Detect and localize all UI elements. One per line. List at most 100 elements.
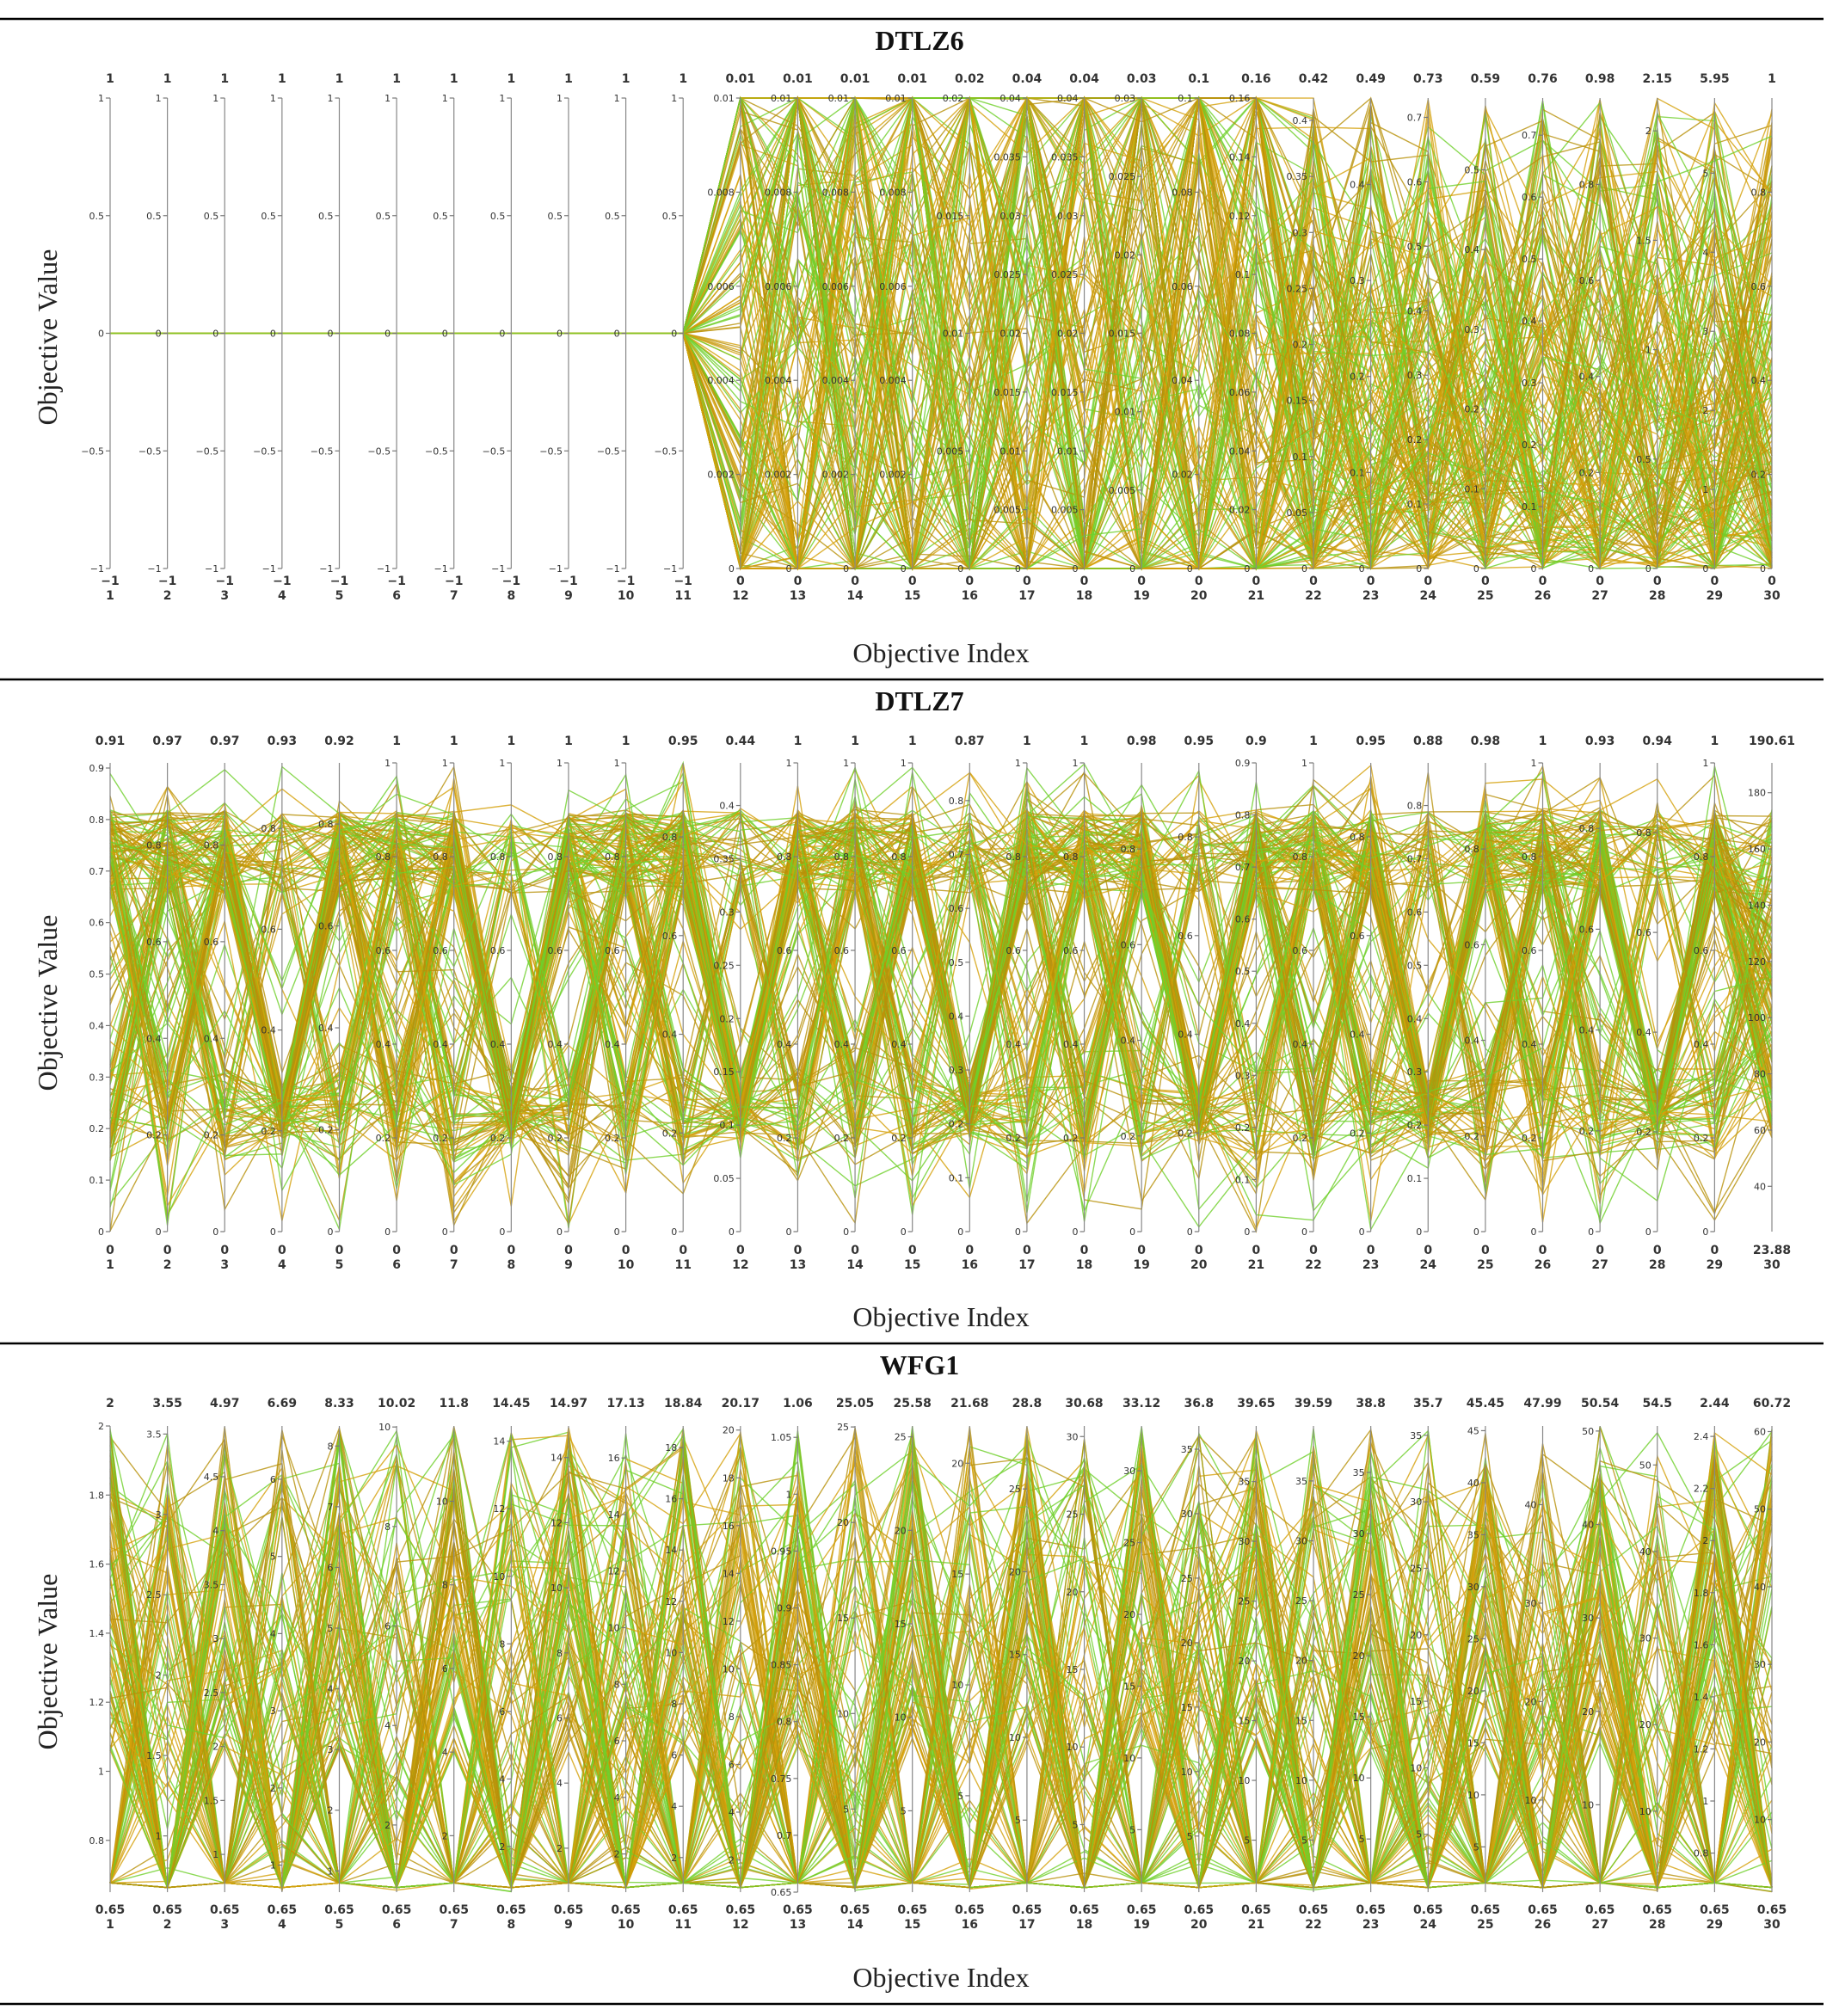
tick-label: 10 xyxy=(837,1708,849,1719)
tick-label: 0.6 xyxy=(1694,945,1709,956)
objective-index-label: 2 xyxy=(163,1918,172,1932)
data-line xyxy=(109,804,1773,1157)
objective-index-label: 30 xyxy=(1763,1258,1781,1272)
axis-min-label: 0.65 xyxy=(496,1903,526,1917)
tick-label: 0.8 xyxy=(1063,851,1079,863)
tick-label: 0.25 xyxy=(1287,283,1308,294)
axis-max-label: 11.8 xyxy=(439,1397,469,1411)
tick-label: 4 xyxy=(671,1801,677,1812)
data-line xyxy=(109,817,1773,1186)
tick-label: 1.5 xyxy=(146,1750,162,1761)
axis-min-label: 0 xyxy=(1481,575,1490,588)
tick-label: 15 xyxy=(1295,1715,1307,1726)
tick-label: 0.2 xyxy=(1178,1128,1193,1139)
tick-label: 0.6 xyxy=(662,931,678,942)
tick-label: 0.8 xyxy=(1464,844,1479,855)
tick-label: 45 xyxy=(1467,1425,1479,1436)
tick-label: 0.8 xyxy=(1350,832,1365,843)
tick-label: 140 xyxy=(1748,900,1766,911)
tick-label: 2 xyxy=(442,1830,448,1841)
tick-label: 2 xyxy=(557,1843,563,1854)
tick-label: 0.2 xyxy=(1694,1133,1709,1144)
objective-index-label: 16 xyxy=(962,1918,978,1932)
tick-label: 0.12 xyxy=(1229,211,1251,222)
axis-max-label: 30.68 xyxy=(1065,1397,1103,1411)
data-line xyxy=(109,1430,1773,1889)
tick-label: 6 xyxy=(729,1759,735,1770)
tick-label: 0.6 xyxy=(949,903,964,914)
objective-index-label: 24 xyxy=(1420,589,1437,603)
tick-label: 0 xyxy=(1359,1226,1365,1238)
axis-min-label: −1 xyxy=(387,575,405,588)
data-line xyxy=(109,809,1773,1231)
tick-label: 3 xyxy=(270,1706,276,1717)
tick-label: −1 xyxy=(434,563,448,575)
tick-label: 0.1 xyxy=(1293,452,1308,463)
tick-label: 0.5 xyxy=(547,211,563,222)
axis-max-label: 0.59 xyxy=(1471,72,1501,86)
tick-label: 0.2 xyxy=(1293,340,1308,351)
tick-label: −0.5 xyxy=(81,446,104,457)
data-line xyxy=(109,828,1773,1194)
tick-label: 1.05 xyxy=(771,1432,792,1443)
tick-label: 20 xyxy=(895,1525,907,1536)
axis-max-label: 0.03 xyxy=(1127,72,1157,86)
tick-label: 0 xyxy=(270,329,276,340)
axis-min-label: −1 xyxy=(502,575,520,588)
tick-label: 30 xyxy=(1238,1536,1250,1547)
tick-label: 40 xyxy=(1525,1499,1537,1510)
tick-label: 0 xyxy=(499,329,505,340)
axis-max-label: 1 xyxy=(507,734,515,748)
axis-min-label: 0 xyxy=(794,575,803,588)
tick-label: −0.5 xyxy=(367,446,391,457)
objective-index-label: 1 xyxy=(106,1258,114,1272)
tick-label: 0 xyxy=(1073,563,1079,575)
axis-min-label: 0 xyxy=(392,1244,401,1257)
tick-label: 1 xyxy=(1645,345,1651,356)
tick-label: −1 xyxy=(663,563,677,575)
axis-max-label: 5.95 xyxy=(1700,72,1730,86)
tick-label: 0.035 xyxy=(1051,151,1079,163)
objective-index-label: 17 xyxy=(1018,589,1035,603)
tick-label: 10 xyxy=(550,1583,563,1594)
axis-max-label: 6.69 xyxy=(268,1397,298,1411)
axis-max-label: 10.02 xyxy=(378,1397,415,1411)
tick-label: 0.15 xyxy=(1287,396,1308,407)
tick-label: 0.6 xyxy=(1407,176,1423,187)
tick-label: 50 xyxy=(1582,1426,1594,1437)
axis-max-label: 0.92 xyxy=(324,734,354,748)
axis-max-label: 1 xyxy=(163,72,172,86)
tick-label: 0.4 xyxy=(605,1039,620,1050)
tick-label: 5 xyxy=(1473,1841,1479,1853)
tick-label: 0.2 xyxy=(89,1123,105,1134)
tick-label: 1 xyxy=(785,758,791,769)
axis-max-label: 0.01 xyxy=(726,72,756,86)
tick-label: 5 xyxy=(1187,1831,1193,1842)
tick-label: 1 xyxy=(98,1766,104,1777)
tick-label: 1 xyxy=(384,758,391,769)
data-line xyxy=(109,809,1773,1147)
tick-label: 100 xyxy=(1748,1012,1766,1023)
tick-label: 0.02 xyxy=(943,93,964,104)
tick-label: 20 xyxy=(1582,1706,1594,1718)
tick-label: 1 xyxy=(557,93,563,104)
axis-max-label: 1 xyxy=(1309,734,1318,748)
axis-min-label: 0 xyxy=(1367,1244,1375,1257)
axis-max-label: 0.93 xyxy=(1585,734,1615,748)
tick-label: 1.4 xyxy=(89,1628,105,1639)
tick-label: 10 xyxy=(1410,1762,1422,1773)
tick-label: 35 xyxy=(1353,1467,1365,1478)
tick-label: 1 xyxy=(1015,758,1021,769)
axis-min-label: 0 xyxy=(1137,575,1146,588)
tick-label: 4 xyxy=(442,1747,448,1758)
tick-label: 0.5 xyxy=(1407,241,1423,252)
axis-min-label: −1 xyxy=(158,575,176,588)
objective-index-label: 9 xyxy=(564,1258,573,1272)
tick-label: 1 xyxy=(1702,758,1708,769)
axis-max-label: 1 xyxy=(1080,734,1089,748)
tick-label: −1 xyxy=(205,563,218,575)
tick-label: 0.2 xyxy=(204,1130,219,1141)
axis-max-label: 25.58 xyxy=(894,1397,932,1411)
axis-max-label: 1 xyxy=(220,72,229,86)
